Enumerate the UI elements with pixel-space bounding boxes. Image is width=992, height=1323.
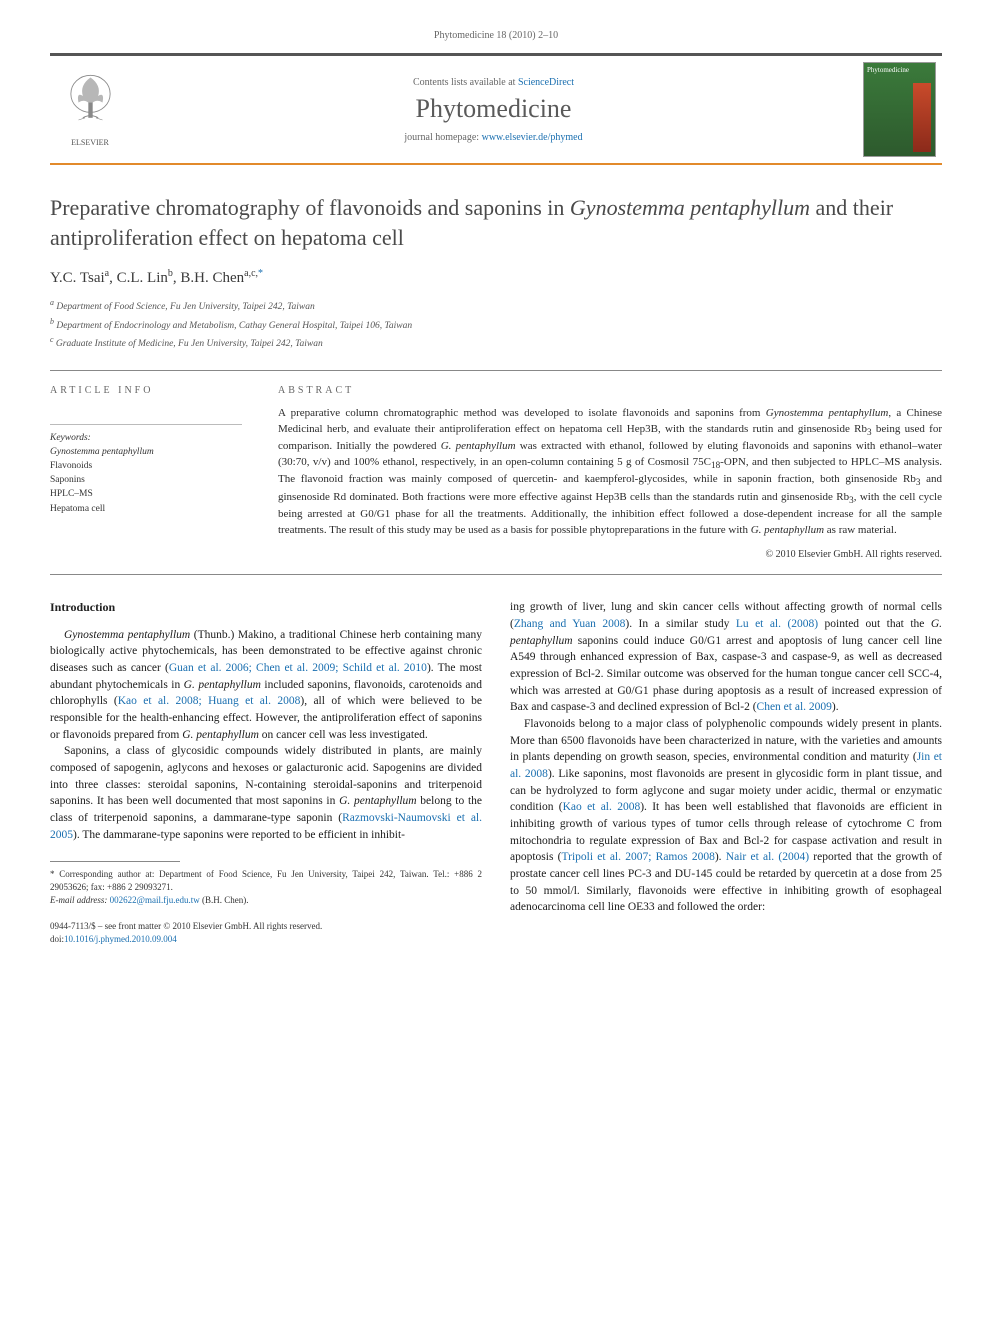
citation-link[interactable]: Kao et al. 2008; Huang et al. 2008: [118, 695, 301, 707]
footnotes: * Corresponding author at: Department of…: [50, 868, 482, 906]
keyword-item: Flavonoids: [50, 459, 242, 473]
info-abstract-panel: ARTICLE INFO Keywords: Gynostemma pentap…: [50, 370, 942, 576]
keyword-item: Gynostemma pentaphyllum: [50, 445, 242, 459]
keywords-list: Gynostemma pentaphyllum Flavonoids Sapon…: [50, 445, 242, 516]
species-name: G. pentaphyllum: [182, 729, 259, 741]
affiliation-a: a Department of Food Science, Fu Jen Uni…: [50, 297, 942, 314]
keywords-heading: Keywords:: [50, 424, 242, 443]
title-italic: Gynostemma pentaphyllum: [570, 195, 810, 220]
corresponding-author-footnote: * Corresponding author at: Department of…: [50, 868, 482, 893]
footnote-separator: [50, 861, 180, 862]
publisher-logo-block: ELSEVIER: [50, 56, 130, 163]
cover-thumbnail: Phytomedicine: [863, 62, 936, 157]
abstract-panel: ABSTRACT A preparative column chromatogr…: [260, 371, 942, 575]
citation-link[interactable]: Tripoli et al. 2007; Ramos 2008: [562, 851, 715, 863]
journal-banner: ELSEVIER Contents lists available at Sci…: [50, 53, 942, 165]
homepage-link[interactable]: www.elsevier.de/phymed: [482, 132, 583, 143]
publisher-label: ELSEVIER: [63, 138, 118, 147]
elsevier-tree-icon: [63, 72, 118, 132]
intro-paragraph-1: Gynostemma pentaphyllum (Thunb.) Makino,…: [50, 627, 482, 744]
copyright-line: © 2010 Elsevier GmbH. All rights reserve…: [278, 549, 942, 560]
intro-paragraph-2: Saponins, a class of glycosidic compound…: [50, 743, 482, 843]
species-name: Gynostemma pentaphyllum: [64, 629, 190, 641]
citation-link[interactable]: Guan et al. 2006; Chen et al. 2009; Schi…: [169, 662, 427, 674]
authors-list: Y.C. Tsaia, C.L. Linb, B.H. Chena,c,: [50, 270, 258, 286]
affiliation-b: b Department of Endocrinology and Metabo…: [50, 316, 942, 333]
body-column-right: ing growth of liver, lung and skin cance…: [510, 599, 942, 945]
citation-link[interactable]: Zhang and Yuan 2008: [514, 618, 626, 630]
doi-line: doi:10.1016/j.phymed.2010.09.004: [50, 933, 482, 946]
cover-stripe: [913, 83, 931, 152]
body-columns: Introduction Gynostemma pentaphyllum (Th…: [50, 599, 942, 945]
journal-name: Phytomedicine: [130, 94, 857, 124]
homepage-line: journal homepage: www.elsevier.de/phymed: [130, 132, 857, 143]
affiliations: a Department of Food Science, Fu Jen Uni…: [50, 297, 942, 351]
abstract-heading: ABSTRACT: [278, 385, 942, 396]
intro-paragraph-3: Flavonoids belong to a major class of po…: [510, 716, 942, 916]
citation-link[interactable]: Chen et al. 2009: [757, 701, 832, 713]
citation-link[interactable]: Nair et al. (2004): [726, 851, 809, 863]
keyword-item: Hepatoma cell: [50, 502, 242, 516]
corresponding-author-link[interactable]: *: [258, 270, 263, 286]
species-name: G. pentaphyllum: [184, 679, 261, 691]
citation-link[interactable]: Kao et al. 2008: [563, 801, 641, 813]
authors: Y.C. Tsaia, C.L. Linb, B.H. Chena,c,*: [50, 268, 942, 287]
article-info-heading: ARTICLE INFO: [50, 385, 242, 396]
header-citation: Phytomedicine 18 (2010) 2–10: [50, 30, 942, 41]
sciencedirect-link[interactable]: ScienceDirect: [518, 77, 574, 88]
article-info-panel: ARTICLE INFO Keywords: Gynostemma pentap…: [50, 371, 260, 575]
homepage-prefix: journal homepage:: [404, 132, 481, 143]
article-title: Preparative chromatography of flavonoids…: [50, 193, 942, 252]
cover-thumbnail-wrap: Phytomedicine: [857, 56, 942, 163]
keyword-item: Saponins: [50, 473, 242, 487]
abstract-text: A preparative column chromatographic met…: [278, 406, 942, 540]
doi-link[interactable]: 10.1016/j.phymed.2010.09.004: [64, 934, 177, 944]
issn-line: 0944-7113/$ – see front matter © 2010 El…: [50, 920, 482, 933]
email-footnote: E-mail address: 002622@mail.fju.edu.tw (…: [50, 894, 482, 907]
bottom-meta: 0944-7113/$ – see front matter © 2010 El…: [50, 920, 482, 945]
title-part1: Preparative chromatography of flavonoids…: [50, 195, 570, 220]
cover-title: Phytomedicine: [864, 63, 935, 77]
contents-line: Contents lists available at ScienceDirec…: [130, 77, 857, 88]
affiliation-c: c Graduate Institute of Medicine, Fu Jen…: [50, 334, 942, 351]
keyword-item: HPLC–MS: [50, 487, 242, 501]
body-column-left: Introduction Gynostemma pentaphyllum (Th…: [50, 599, 482, 945]
intro-paragraph-2-cont: ing growth of liver, lung and skin cance…: [510, 599, 942, 716]
introduction-heading: Introduction: [50, 599, 482, 616]
citation-link[interactable]: Lu et al. (2008): [736, 618, 818, 630]
email-link[interactable]: 002622@mail.fju.edu.tw: [110, 895, 200, 905]
contents-prefix: Contents lists available at: [413, 77, 518, 88]
species-name: G. pentaphyllum: [339, 795, 417, 807]
